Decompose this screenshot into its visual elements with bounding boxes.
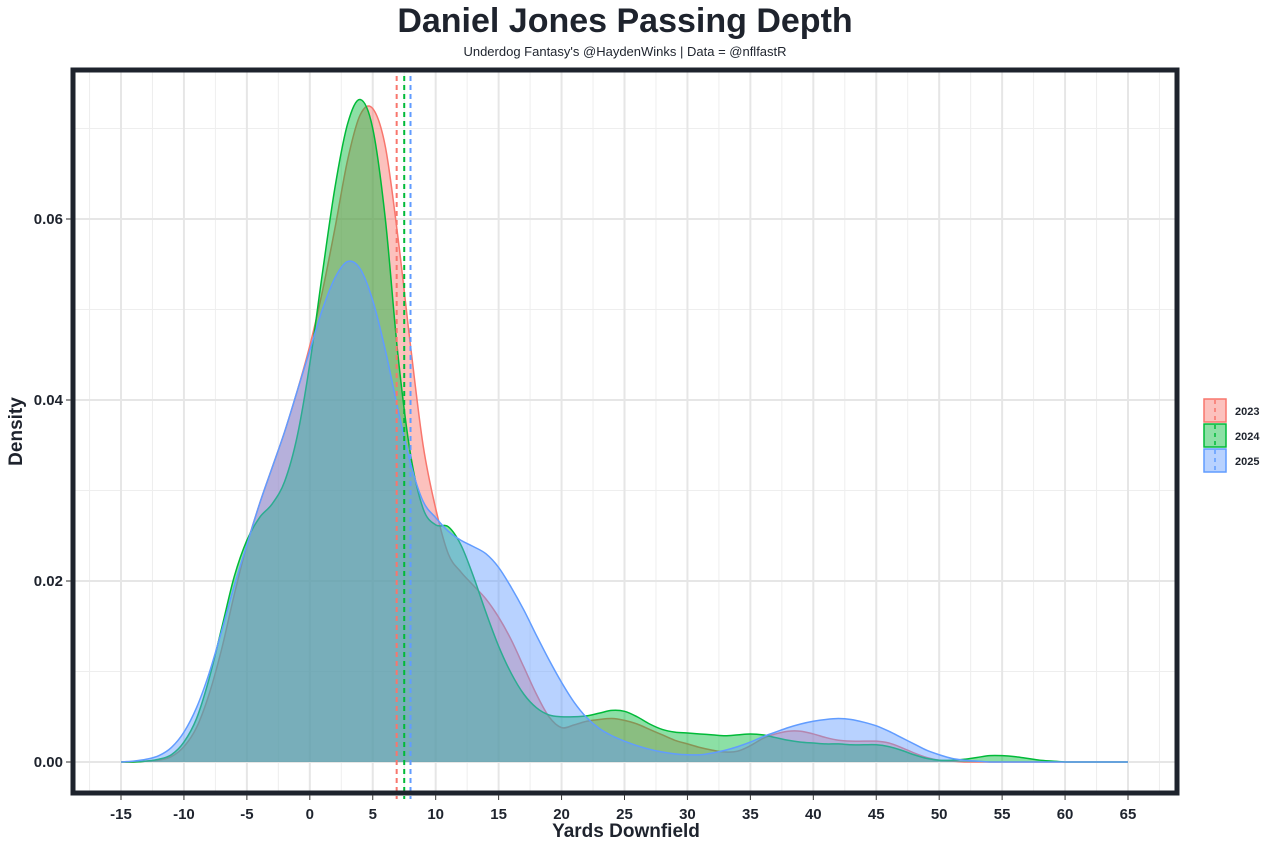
density-area-2025 — [121, 261, 1128, 763]
x-tick-label: 15 — [490, 806, 507, 823]
x-axis-ticks: -15 -10 -5 0 5 10 15 20 25 30 35 40 45 50 55 60 65 — [110, 795, 1136, 823]
y-tick-label: 0.04 — [34, 392, 64, 409]
y-axis-ticks: 0.00 0.02 0.04 0.06 — [34, 211, 71, 771]
y-tick-label: 0.02 — [34, 573, 63, 590]
legend: 2023 2024 2025 — [1203, 398, 1260, 473]
legend-item-2023: 2023 — [1203, 398, 1259, 423]
x-axis-title: Yards Downfield — [552, 821, 700, 842]
major-gridlines — [73, 70, 1177, 793]
x-tick-label: 60 — [1057, 806, 1074, 823]
mean-lines — [395, 76, 412, 799]
density-line-2025 — [120, 260, 1128, 763]
chart-subtitle: Underdog Fantasy's @HaydenWinks | Data =… — [463, 44, 787, 59]
x-tick-label: 35 — [742, 806, 759, 823]
y-axis-title: Density — [6, 397, 27, 466]
panel-border — [70, 67, 1180, 796]
y-tick-label: 0.00 — [34, 754, 63, 771]
legend-label-2025: 2025 — [1235, 456, 1259, 468]
x-tick-label: 30 — [679, 806, 696, 823]
density-areas — [120, 98, 1128, 763]
x-tick-label: 25 — [616, 806, 633, 823]
x-tick-label: -15 — [110, 806, 132, 823]
x-tick-label: 40 — [805, 806, 822, 823]
x-tick-label: 5 — [369, 806, 377, 823]
legend-item-2024: 2024 — [1203, 423, 1260, 448]
x-tick-label: 0 — [306, 806, 314, 823]
x-tick-label: 45 — [868, 806, 885, 823]
x-tick-label: 50 — [931, 806, 948, 823]
x-tick-label: 10 — [427, 806, 444, 823]
legend-item-2025: 2025 — [1203, 448, 1259, 473]
density-area-2024 — [121, 99, 1128, 763]
x-tick-label: 65 — [1120, 806, 1137, 823]
x-tick-label: -10 — [173, 806, 195, 823]
chart-title: Daniel Jones Passing Depth — [397, 2, 853, 40]
y-tick-label: 0.06 — [34, 211, 63, 228]
legend-label-2024: 2024 — [1235, 431, 1260, 443]
x-tick-label: 20 — [553, 806, 570, 823]
x-tick-label: 55 — [994, 806, 1011, 823]
density-area-2023 — [121, 105, 1128, 763]
legend-label-2023: 2023 — [1235, 406, 1259, 418]
x-tick-label: -5 — [240, 806, 253, 823]
